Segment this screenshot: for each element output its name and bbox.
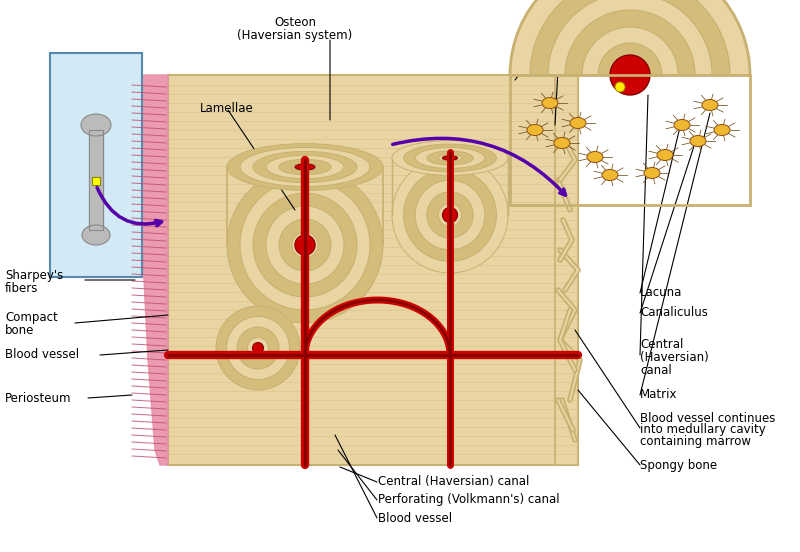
Text: into medullary cavity: into medullary cavity: [640, 423, 766, 437]
Wedge shape: [598, 43, 662, 75]
Ellipse shape: [82, 225, 110, 245]
Ellipse shape: [570, 118, 586, 129]
Circle shape: [237, 327, 279, 369]
Ellipse shape: [427, 151, 474, 165]
Circle shape: [240, 180, 370, 310]
Ellipse shape: [392, 141, 508, 176]
Text: bone: bone: [5, 325, 34, 337]
Circle shape: [404, 168, 496, 262]
Text: (Haversian): (Haversian): [640, 352, 709, 364]
Ellipse shape: [554, 137, 570, 148]
Ellipse shape: [295, 164, 315, 170]
Circle shape: [615, 82, 625, 92]
Polygon shape: [130, 75, 168, 465]
Wedge shape: [548, 0, 712, 75]
Ellipse shape: [266, 155, 344, 179]
Text: Lamella: Lamella: [548, 6, 594, 19]
Circle shape: [415, 180, 485, 250]
Circle shape: [392, 157, 508, 273]
Text: canal: canal: [640, 364, 672, 378]
Bar: [555, 75, 578, 465]
Ellipse shape: [674, 119, 690, 130]
Text: (Haversian system): (Haversian system): [238, 29, 353, 41]
Text: Osteon: Osteon: [274, 15, 316, 29]
Ellipse shape: [240, 147, 370, 187]
Bar: [92, 177, 100, 185]
Ellipse shape: [657, 150, 673, 161]
Circle shape: [292, 232, 318, 258]
Ellipse shape: [415, 147, 485, 168]
Ellipse shape: [527, 125, 543, 135]
Text: Perforating (Volkmann's) canal: Perforating (Volkmann's) canal: [378, 493, 560, 507]
Text: Sharpey's: Sharpey's: [5, 268, 63, 282]
Ellipse shape: [702, 99, 718, 110]
Ellipse shape: [714, 125, 730, 135]
Text: Blood vessel continues: Blood vessel continues: [640, 411, 775, 424]
Text: Blood vessel: Blood vessel: [5, 348, 79, 362]
Circle shape: [253, 343, 263, 353]
Circle shape: [266, 206, 344, 284]
Circle shape: [253, 193, 357, 297]
Circle shape: [226, 316, 290, 380]
Circle shape: [442, 208, 458, 222]
Wedge shape: [565, 10, 695, 75]
Ellipse shape: [442, 156, 458, 160]
Text: Blood vessel: Blood vessel: [378, 512, 452, 524]
Ellipse shape: [81, 114, 111, 136]
Bar: [168, 75, 578, 465]
Ellipse shape: [542, 98, 558, 109]
Text: Matrix: Matrix: [640, 389, 678, 401]
Text: Spongy bone: Spongy bone: [640, 459, 717, 471]
Text: fibers: fibers: [5, 282, 38, 295]
Text: Canaliculus: Canaliculus: [640, 306, 708, 320]
Circle shape: [216, 306, 300, 390]
FancyBboxPatch shape: [50, 53, 142, 277]
Ellipse shape: [404, 144, 496, 172]
Ellipse shape: [587, 151, 603, 162]
Wedge shape: [582, 27, 678, 75]
Ellipse shape: [602, 169, 618, 181]
Text: Compact: Compact: [5, 311, 58, 325]
Text: containing marrow: containing marrow: [640, 436, 751, 448]
Circle shape: [295, 235, 315, 255]
Ellipse shape: [227, 144, 383, 190]
Text: Lacuna: Lacuna: [640, 286, 682, 300]
Text: Central: Central: [640, 338, 683, 352]
Polygon shape: [89, 130, 103, 230]
Ellipse shape: [644, 167, 660, 178]
Ellipse shape: [292, 163, 318, 171]
Circle shape: [610, 55, 650, 95]
Ellipse shape: [279, 159, 331, 175]
Circle shape: [227, 167, 383, 323]
Ellipse shape: [690, 135, 706, 146]
Wedge shape: [530, 0, 730, 75]
Ellipse shape: [438, 155, 462, 162]
Text: Central (Haversian) canal: Central (Haversian) canal: [378, 475, 530, 489]
Text: Lamellae: Lamellae: [200, 102, 254, 114]
Circle shape: [279, 219, 331, 271]
Circle shape: [438, 203, 462, 227]
Circle shape: [427, 192, 474, 238]
Text: Periosteum: Periosteum: [5, 391, 71, 405]
Ellipse shape: [253, 151, 357, 183]
Text: Osteocyte: Osteocyte: [540, 25, 600, 39]
Circle shape: [247, 337, 269, 358]
Bar: [510, 75, 750, 205]
Wedge shape: [510, 0, 750, 75]
